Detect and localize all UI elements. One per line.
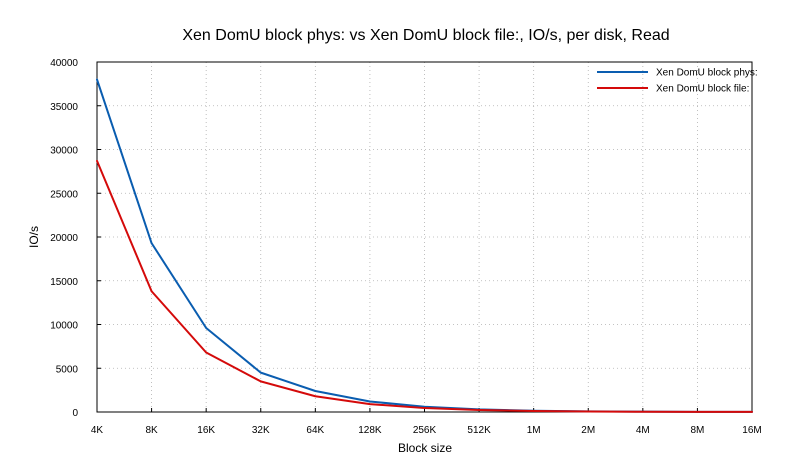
- y-tick-label: 35000: [50, 102, 78, 113]
- data-point: [314, 395, 317, 398]
- data-point: [150, 242, 153, 244]
- data-point: [369, 403, 371, 405]
- x-axis-label: Block size: [398, 441, 452, 455]
- x-tick-label: 4K: [91, 425, 104, 436]
- y-tick-label: 0: [72, 408, 78, 419]
- data-point: [314, 390, 317, 392]
- data-point: [205, 351, 207, 354]
- x-tick-label: 2M: [581, 425, 595, 436]
- data-point: [642, 410, 644, 413]
- data-point: [696, 411, 699, 413]
- data-point: [96, 160, 98, 162]
- legend-entry: Xen DomU block phys:: [656, 68, 758, 79]
- chart-title: Xen DomU block phys: vs Xen DomU block f…: [182, 27, 669, 44]
- data-point: [150, 290, 153, 293]
- x-tick-label: 8M: [690, 425, 704, 436]
- grid: [97, 62, 752, 413]
- x-tick-label: 128K: [358, 425, 382, 436]
- data-point: [96, 78, 98, 81]
- x-tick-label: 16M: [742, 425, 761, 436]
- data-point: [423, 407, 426, 409]
- y-tick-label: 30000: [50, 146, 78, 157]
- x-tick-label: 4M: [636, 425, 650, 436]
- y-axis-label: IO/s: [27, 226, 41, 248]
- x-tick-label: 64K: [306, 425, 324, 436]
- data-point: [532, 410, 535, 412]
- data-point: [478, 409, 480, 411]
- y-tick-label: 5000: [56, 364, 79, 375]
- y-tick-label: 15000: [50, 277, 78, 288]
- data-point: [751, 411, 753, 413]
- x-tick-label: 256K: [413, 425, 437, 436]
- data-point: [259, 371, 262, 374]
- y-tick-label: 25000: [50, 189, 78, 200]
- data-point: [587, 410, 590, 413]
- x-tick-label: 16K: [197, 425, 215, 436]
- data-point: [369, 400, 371, 403]
- y-tick-label: 10000: [50, 321, 78, 332]
- x-tick-label: 8K: [145, 425, 158, 436]
- x-tick-label: 32K: [252, 425, 270, 436]
- axis-ticks: 4K 8K 16K 32K 64K 128K 256K 512K 1M 2M 4M 8M 16M 0 500…: [50, 58, 762, 436]
- legend: Xen DomU block phys: Xen DomU block file:: [597, 68, 758, 95]
- data-point: [205, 327, 207, 329]
- x-tick-label: 1M: [527, 425, 541, 436]
- legend-entry: Xen DomU block file:: [656, 84, 749, 95]
- data-point: [259, 380, 262, 383]
- y-tick-label: 40000: [50, 58, 78, 69]
- x-tick-label: 512K: [467, 425, 491, 436]
- series-lines: [96, 78, 753, 413]
- y-tick-label: 20000: [50, 233, 78, 244]
